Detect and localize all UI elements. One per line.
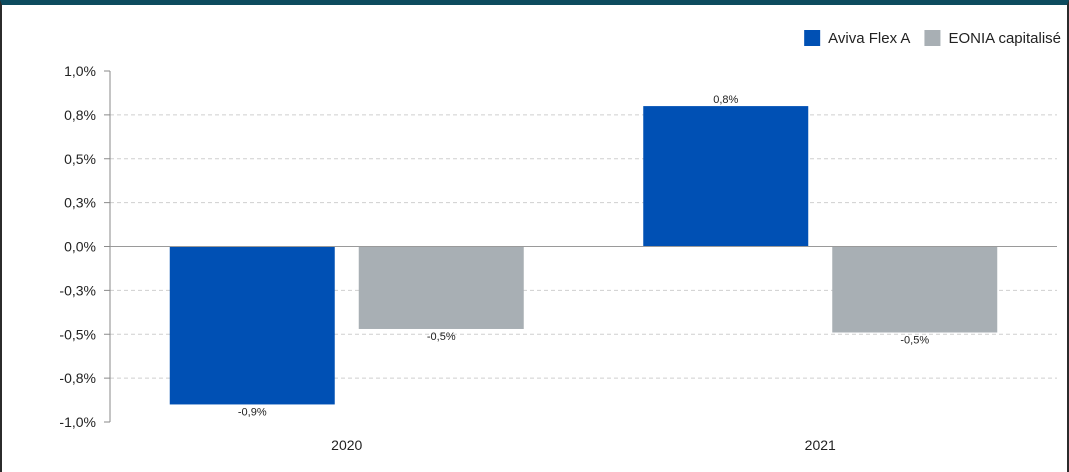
bar bbox=[358, 246, 524, 329]
bar-value-label: -0,5% bbox=[427, 331, 456, 343]
y-tick-label: -0,5% bbox=[59, 326, 96, 342]
bar-value-label: -0,5% bbox=[900, 334, 929, 346]
y-tick-label: 0,0% bbox=[64, 239, 96, 255]
y-tick-label: -1,0% bbox=[59, 414, 96, 430]
bar bbox=[643, 106, 809, 247]
y-tick-label: 0,5% bbox=[64, 151, 96, 167]
y-tick-label: 0,8% bbox=[64, 107, 96, 123]
bar bbox=[169, 246, 335, 405]
y-tick-label: 1,0% bbox=[64, 63, 96, 79]
bar-value-label: 0,8% bbox=[713, 94, 738, 106]
legend-label: Aviva Flex A bbox=[828, 30, 910, 47]
x-category-label: 2020 bbox=[331, 437, 362, 453]
x-category-label: 2021 bbox=[805, 437, 836, 453]
bar bbox=[832, 246, 998, 333]
bar-value-label: -0,9% bbox=[238, 406, 267, 418]
bar-chart: 1,0% 0,8% 0,5% 0,3% 0,0% -0,3% -0,5% -0,8% -1,0%… bbox=[59, 30, 1061, 453]
y-tick-label: -0,3% bbox=[59, 282, 96, 298]
legend-label: EONIA capitalisé bbox=[948, 30, 1061, 47]
y-tick-label: 0,3% bbox=[64, 195, 96, 211]
legend-swatch bbox=[804, 30, 821, 46]
legend-swatch bbox=[924, 30, 941, 46]
y-tick-label: -0,8% bbox=[59, 370, 96, 386]
